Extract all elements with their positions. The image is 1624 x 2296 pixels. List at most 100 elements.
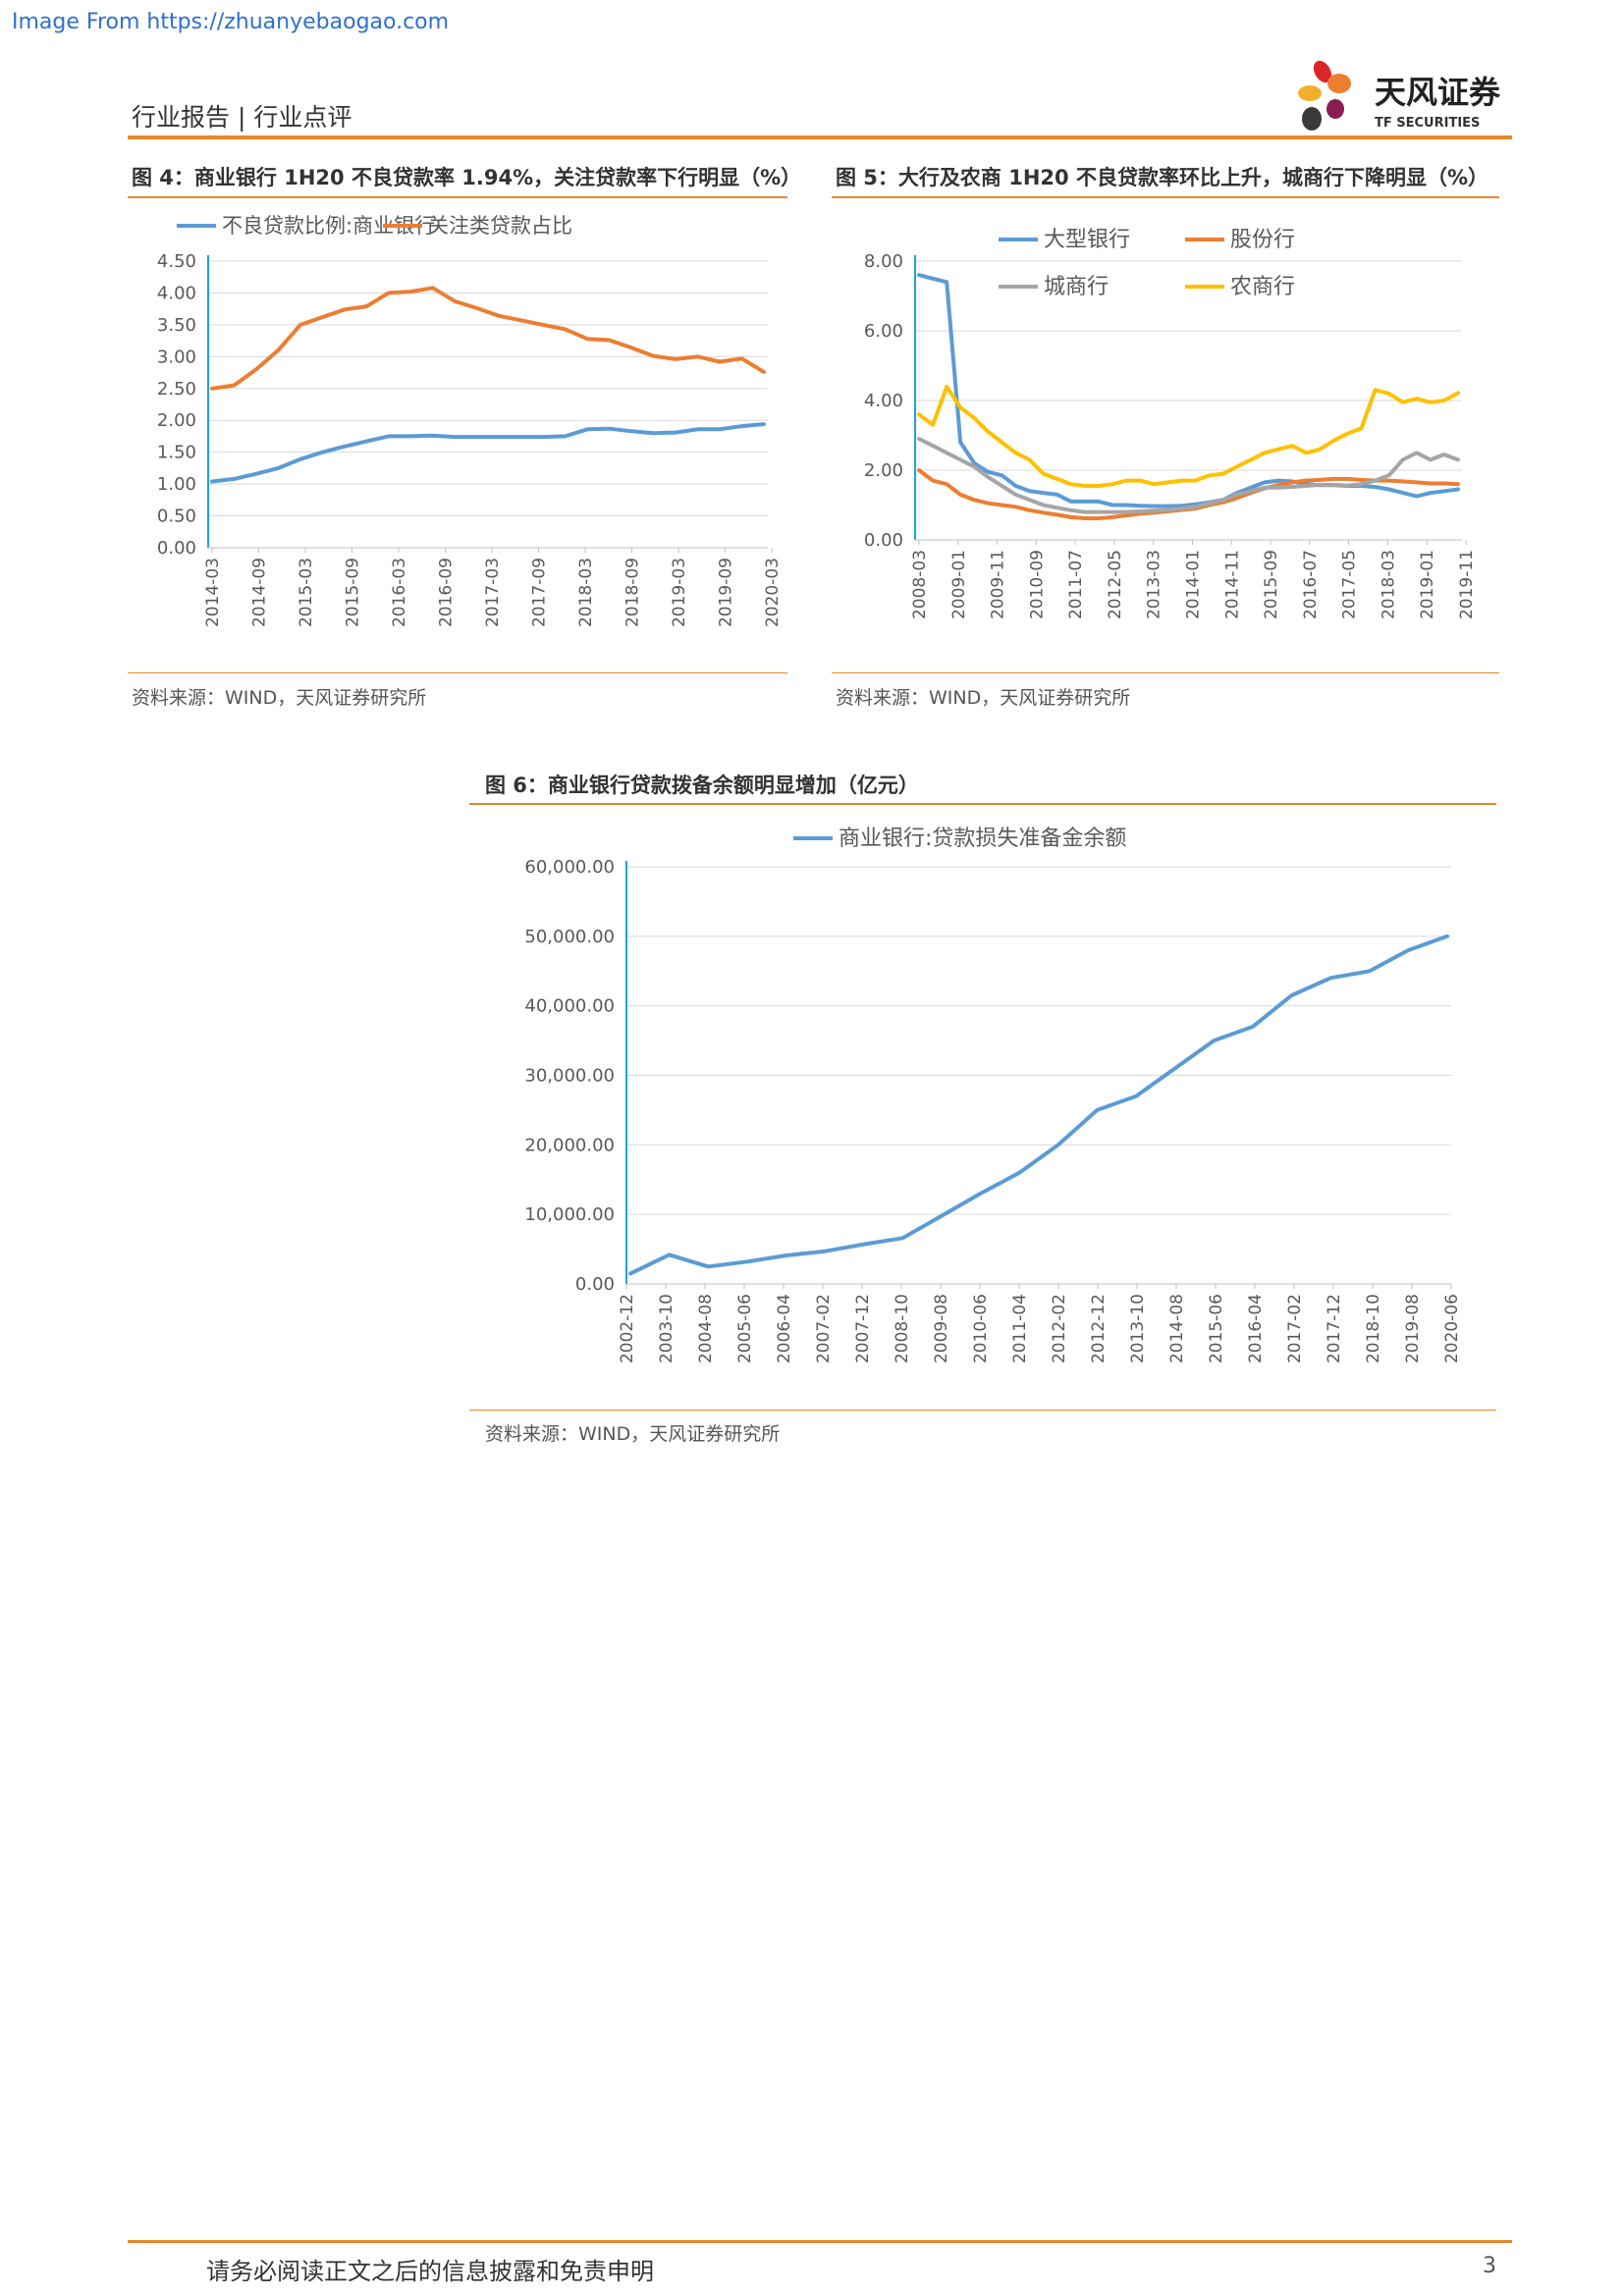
y-tick-label: 2.00 — [157, 410, 196, 431]
footer-divider — [128, 2240, 1512, 2243]
footer-disclaimer: 请务必阅读正文之后的信息披露和免责申明 — [206, 2258, 654, 2285]
x-tick-label: 2019-08 — [1403, 1294, 1423, 1363]
x-tick-label: 2011-07 — [1066, 550, 1086, 619]
x-tick-label: 2007-02 — [814, 1294, 834, 1363]
y-tick-label: 4.00 — [864, 391, 903, 411]
x-tick-label: 2017-12 — [1325, 1294, 1344, 1363]
y-tick-label: 3.00 — [157, 347, 196, 367]
x-tick-label: 2009-11 — [989, 550, 1008, 619]
figure-6-chart: 0.00 10,000.00 20,000.00 30,000.00 40,000.00… — [524, 827, 1462, 1363]
x-tick-label: 2016-04 — [1246, 1294, 1266, 1363]
x-tick-label: 2015-09 — [344, 558, 363, 627]
y-tick-label: 60,000.00 — [524, 857, 615, 878]
x-tick-label: 2015-03 — [297, 558, 316, 627]
figure-5-title: 图 5：大行及农商 1H20 不良贷款率环比上升，城商行下降明显（%） — [836, 166, 1489, 189]
x-tick-label: 2006-04 — [775, 1294, 794, 1363]
figure-6-caption: 资料来源：WIND，天风证券研究所 — [485, 1423, 781, 1445]
x-tick-label: 2014-03 — [203, 558, 223, 627]
figure-4-caption: 资料来源：WIND，天风证券研究所 — [132, 687, 427, 709]
source-link[interactable]: Image From https://zhuanyebaogao.com — [12, 10, 450, 34]
figure-5-title-rule — [832, 196, 1499, 198]
x-tick-label: 2012-12 — [1089, 1294, 1109, 1363]
y-tick-label: 1.00 — [157, 474, 196, 495]
x-tick-label: 2018-09 — [623, 558, 643, 627]
x-tick-label: 2018-03 — [1379, 550, 1398, 619]
y-tick-label: 3.50 — [157, 315, 196, 336]
x-tick-label: 2003-10 — [657, 1294, 677, 1363]
x-tick-label: 2010-09 — [1027, 550, 1047, 619]
y-tick-label: 0.00 — [575, 1274, 615, 1295]
x-tick-label: 2016-09 — [437, 558, 457, 627]
y-tick-label: 20,000.00 — [524, 1135, 615, 1155]
x-tick-label: 2012-02 — [1050, 1294, 1069, 1363]
figure-5-chart: 0.00 2.00 4.00 6.00 8.00 2008-03 2009-01 2009-1… — [864, 228, 1477, 619]
x-tick-label: 2005-06 — [735, 1294, 755, 1363]
figure-4-bottom-rule — [128, 672, 787, 673]
x-tick-label: 2014-08 — [1167, 1294, 1187, 1363]
logo-name: 天风证券 — [1375, 74, 1501, 111]
y-tick-label: 8.00 — [864, 251, 903, 272]
x-tick-label: 2014-09 — [250, 558, 270, 627]
report-header-title: 行业报告 | 行业点评 — [132, 103, 352, 132]
y-tick-label: 30,000.00 — [524, 1066, 615, 1087]
legend-label-2: 关注类贷款占比 — [428, 214, 572, 238]
header-divider — [128, 135, 1512, 139]
y-tick-label: 1.50 — [157, 443, 196, 463]
figure-5-caption: 资料来源：WIND，天风证券研究所 — [836, 687, 1131, 709]
series-line-2 — [917, 468, 1460, 520]
y-tick-label: 0.50 — [157, 507, 196, 527]
figure-4-title-rule — [128, 196, 787, 198]
x-tick-label: 2007-12 — [853, 1294, 873, 1363]
legend-label-1: 商业银行:贷款损失准备金余额 — [839, 827, 1126, 851]
figure-4-chart: 0.00 0.50 1.00 1.50 2.00 2.50 3.00 3.50 4.00 4.50… — [157, 214, 783, 627]
x-tick-label: 2016-07 — [1301, 550, 1321, 619]
y-tick-label: 40,000.00 — [524, 996, 615, 1017]
x-tick-label: 2019-01 — [1418, 550, 1437, 619]
y-tick-label: 4.00 — [157, 283, 196, 303]
x-tick-label: 2019-03 — [670, 558, 689, 627]
x-tick-label: 2019-11 — [1457, 550, 1477, 619]
x-tick-label: 2015-06 — [1207, 1294, 1226, 1363]
x-tick-label: 2004-08 — [696, 1294, 716, 1363]
x-tick-label: 2017-05 — [1340, 550, 1360, 619]
legend-label-4: 农商行 — [1230, 275, 1295, 299]
x-tick-label: 2020-03 — [763, 558, 783, 627]
legend-label-2: 股份行 — [1230, 228, 1295, 252]
x-tick-label: 2017-09 — [530, 558, 550, 627]
x-tick-label: 2018-10 — [1364, 1294, 1383, 1363]
y-tick-label: 0.00 — [864, 530, 903, 551]
series-line-1 — [210, 422, 766, 484]
y-tick-label: 2.50 — [157, 379, 196, 400]
series-line-2 — [210, 286, 766, 391]
y-tick-label: 2.00 — [864, 460, 903, 481]
x-tick-label: 2002-12 — [618, 1294, 637, 1363]
x-tick-label: 2017-03 — [483, 558, 503, 627]
legend-label-3: 城商行 — [1044, 275, 1109, 299]
figure-5-bottom-rule — [832, 672, 1499, 673]
x-tick-label: 2014-01 — [1184, 550, 1204, 619]
x-tick-label: 2009-08 — [932, 1294, 951, 1363]
figure-6-title-rule — [469, 803, 1496, 805]
figure-4-title: 图 4：商业银行 1H20 不良贷款率 1.94%，关注贷款率下行明显（%） — [132, 166, 802, 189]
company-logo: 天风证券 TF SECURITIES — [1298, 60, 1501, 131]
series-line-3 — [917, 437, 1460, 514]
x-tick-label: 2009-01 — [949, 550, 969, 619]
x-tick-label: 2010-06 — [971, 1294, 991, 1363]
x-tick-label: 2013-03 — [1145, 550, 1164, 619]
x-tick-label: 2012-05 — [1106, 550, 1125, 619]
x-tick-label: 2016-03 — [390, 558, 409, 627]
x-tick-label: 2015-09 — [1262, 550, 1281, 619]
logo-sub: TF SECURITIES — [1375, 116, 1480, 131]
x-tick-label: 2018-03 — [576, 558, 596, 627]
legend-label-1: 大型银行 — [1044, 228, 1130, 252]
x-tick-label: 2017-02 — [1285, 1294, 1305, 1363]
figure-6-title: 图 6：商业银行贷款拨备余额明显增加（亿元） — [485, 774, 919, 797]
x-tick-label: 2019-09 — [717, 558, 736, 627]
x-tick-label: 2013-10 — [1128, 1294, 1148, 1363]
series-line-1 — [628, 934, 1449, 1276]
page-number: 3 — [1483, 2254, 1496, 2278]
series-line-1 — [917, 273, 1460, 508]
figure-6-bottom-rule — [469, 1410, 1496, 1411]
series-line-4 — [917, 384, 1460, 488]
y-tick-label: 6.00 — [864, 321, 903, 342]
